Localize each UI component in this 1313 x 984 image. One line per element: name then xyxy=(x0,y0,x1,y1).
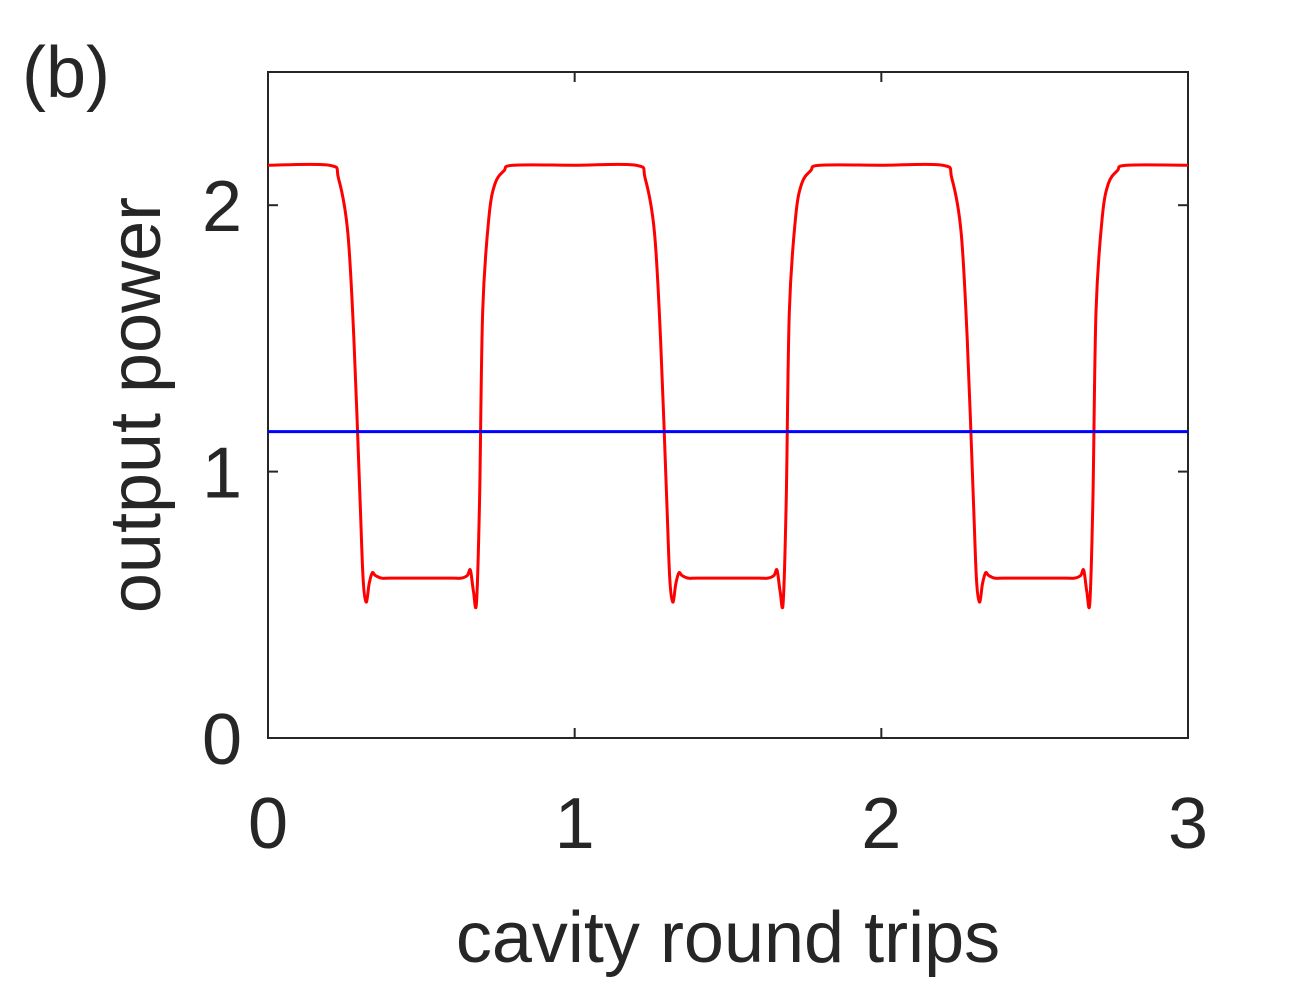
tick-marks xyxy=(267,72,1189,739)
y-tick-label: 2 xyxy=(202,167,242,247)
series-line-red xyxy=(267,162,1189,610)
x-axis-label: cavity round trips xyxy=(456,898,1000,978)
x-tick-label: 2 xyxy=(861,784,901,864)
y-tick-label: 1 xyxy=(202,434,242,514)
x-tick-label: 1 xyxy=(555,784,595,864)
x-tick-label: 0 xyxy=(248,784,288,864)
series-layer xyxy=(267,162,1189,610)
x-tick-label: 3 xyxy=(1168,784,1208,864)
plot-frame xyxy=(267,71,1189,739)
plot-area xyxy=(267,71,1189,739)
y-axis-label: output power xyxy=(96,197,176,613)
y-tick-labels: 0 1 2 xyxy=(202,167,242,780)
x-tick-labels: 0 1 2 3 xyxy=(248,784,1208,864)
panel-label: (b) xyxy=(22,33,110,113)
y-tick-label: 0 xyxy=(202,700,242,780)
